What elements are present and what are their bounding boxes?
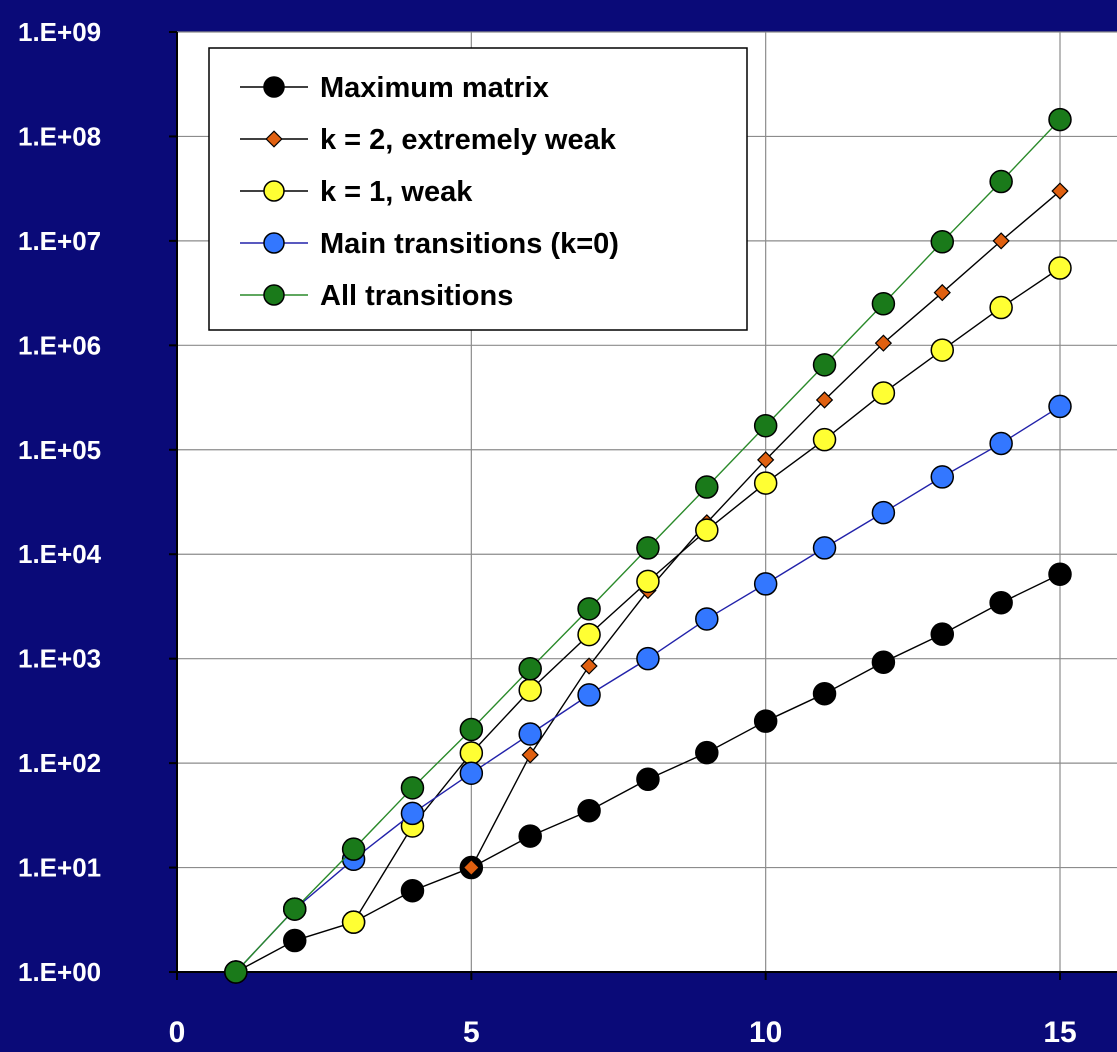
- y-tick-label: 1.E+07: [18, 226, 101, 256]
- y-tick-label: 1.E+09: [18, 17, 101, 47]
- data-point: [400, 878, 425, 903]
- data-point: [874, 334, 893, 352]
- data-point: [871, 650, 896, 675]
- y-tick-label: 1.E+03: [18, 644, 101, 674]
- data-point: [812, 353, 837, 377]
- data-point: [636, 536, 660, 560]
- data-point: [341, 910, 366, 934]
- data-point: [1051, 182, 1069, 200]
- data-point: [282, 928, 307, 953]
- data-point: [1048, 394, 1072, 419]
- data-point: [930, 465, 955, 489]
- y-tick-label: 1.E+00: [18, 957, 101, 987]
- data-point: [871, 292, 896, 316]
- data-point: [757, 451, 775, 469]
- axes: [176, 32, 1117, 973]
- x-tick-label: 0: [169, 1016, 186, 1049]
- data-point: [224, 960, 248, 984]
- legend-marker: [263, 180, 285, 202]
- legend: Maximum matrix k = 2, extremely weak k = 1…: [208, 47, 748, 331]
- data-point: [518, 657, 542, 681]
- data-point: [815, 391, 834, 409]
- data-point: [989, 590, 1013, 615]
- data-point: [518, 722, 542, 746]
- data-point: [400, 776, 425, 800]
- y-tick-label: 1.E+06: [18, 330, 101, 360]
- data-point: [636, 767, 660, 792]
- legend-item: All transitions: [240, 280, 513, 312]
- data-point: [577, 798, 601, 823]
- data-point: [577, 622, 601, 647]
- legend-marker: [263, 76, 285, 98]
- data-point: [930, 622, 955, 646]
- data-point: [400, 801, 425, 826]
- data-point: [462, 858, 480, 877]
- data-point: [753, 471, 778, 495]
- data-point: [812, 427, 837, 452]
- data-point: [1048, 256, 1072, 280]
- data-point: [1048, 107, 1072, 132]
- data-point: [636, 646, 660, 671]
- x-tick-label: 5: [463, 1016, 480, 1049]
- data-point: [695, 518, 719, 542]
- x-tick-label: 15: [1043, 1016, 1076, 1049]
- data-point: [459, 717, 484, 742]
- legend-label: k = 1, weak: [320, 176, 473, 208]
- legend-marker: [265, 130, 283, 148]
- y-axis-ticks: 1.E+00 1.E+01 1.E+02 1.E+03 1.E+04 1.E+05 1.E+…: [18, 17, 177, 987]
- data-point: [933, 283, 951, 302]
- data-point: [812, 681, 837, 706]
- legend-item: k = 2, extremely weak: [240, 124, 617, 156]
- data-point: [580, 657, 598, 675]
- data-point: [871, 500, 896, 525]
- data-point: [459, 741, 484, 765]
- y-tick-label: 1.E+08: [18, 121, 101, 151]
- data-point: [521, 746, 539, 764]
- y-tick-label: 1.E+05: [18, 435, 101, 465]
- legend-label: Main transitions (k=0): [320, 228, 619, 260]
- legend-item: Maximum matrix: [240, 72, 549, 104]
- legend-box: [208, 47, 748, 331]
- data-point: [636, 569, 660, 594]
- series-group: [224, 107, 1072, 984]
- y-tick-label: 1.E+02: [18, 748, 101, 778]
- data-point: [812, 536, 837, 560]
- data-point: [341, 837, 366, 861]
- series-k-1-weak: [341, 256, 1072, 934]
- legend-marker: [263, 284, 285, 306]
- data-point: [282, 897, 307, 921]
- series-all-transitions: [224, 107, 1072, 984]
- data-point: [992, 232, 1010, 250]
- data-point: [871, 381, 896, 405]
- data-point: [518, 824, 542, 848]
- legend-label: All transitions: [320, 280, 513, 312]
- y-tick-label: 1.E+01: [18, 853, 101, 883]
- data-point: [930, 230, 955, 254]
- data-point: [989, 431, 1013, 456]
- legend-item: Main transitions (k=0): [240, 228, 619, 260]
- legend-label: Maximum matrix: [320, 72, 549, 104]
- data-point: [753, 413, 778, 438]
- data-point: [695, 475, 719, 499]
- data-point: [1048, 562, 1072, 586]
- x-axis-ticks: 0 5 10 15: [169, 972, 1077, 1049]
- y-tick-label: 1.E+04: [18, 539, 102, 569]
- data-point: [753, 709, 778, 733]
- data-point: [989, 295, 1013, 320]
- data-point: [459, 761, 484, 785]
- x-tick-label: 10: [749, 1016, 782, 1049]
- data-point: [577, 683, 601, 707]
- data-point: [695, 607, 719, 631]
- data-point: [989, 169, 1013, 194]
- data-point: [577, 597, 601, 621]
- data-point: [930, 338, 955, 362]
- legend-marker: [263, 232, 285, 254]
- data-point: [753, 572, 778, 596]
- data-point: [695, 740, 719, 765]
- legend-label: k = 2, extremely weak: [320, 124, 617, 156]
- data-point: [518, 678, 542, 702]
- legend-item: k = 1, weak: [240, 176, 473, 208]
